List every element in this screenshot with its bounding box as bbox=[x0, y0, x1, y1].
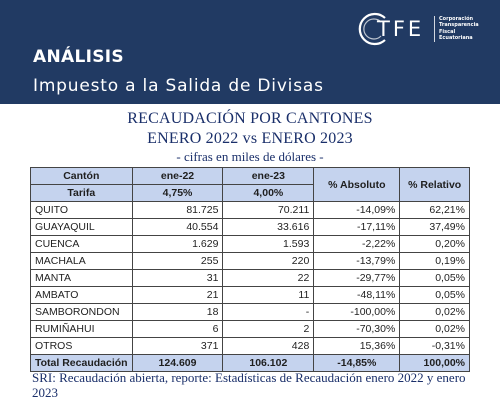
column-header-canton: Cantón bbox=[30, 167, 133, 185]
table-row: MANTA 31 22 -29,77% 0,05% bbox=[30, 269, 470, 287]
relativo-cell: 0,05% bbox=[399, 269, 470, 287]
logo-ring-icon bbox=[358, 12, 386, 46]
page-title: Impuesto a la Salida de Divisas bbox=[33, 76, 324, 96]
table-row: QUITO 81.725 70.211 -14,09% 62,21% bbox=[30, 201, 470, 219]
canton-cell: RUMIÑAHUI bbox=[30, 320, 133, 338]
ene22-cell: 371 bbox=[131, 337, 224, 355]
absoluto-cell: -2,22% bbox=[313, 235, 401, 253]
canton-cell: QUITO bbox=[30, 201, 133, 219]
ene23-cell: 70.211 bbox=[222, 201, 315, 219]
table-title-block: RECAUDACIÓN POR CANTONES ENERO 2022 vs E… bbox=[0, 109, 500, 164]
absoluto-cell: -17,11% bbox=[313, 218, 401, 236]
canton-cell: MACHALA bbox=[30, 252, 133, 270]
table-row: OTROS 371 428 15,36% -0,31% bbox=[30, 337, 470, 355]
table-row: MACHALA 255 220 -13,79% 0,19% bbox=[30, 252, 470, 270]
ene23-cell: 220 bbox=[222, 252, 315, 270]
logo-caption: Corporación Transparencia Fiscal Ecuator… bbox=[439, 16, 497, 42]
table-row: SAMBORONDON 18- -100,00% 0,02% bbox=[30, 303, 470, 321]
ene22-cell: 21 bbox=[131, 286, 224, 304]
table-body: QUITO 81.725 70.211 -14,09% 62,21% GUAYAQUIL 4… bbox=[30, 201, 470, 355]
absoluto-cell: -13,79% bbox=[313, 252, 401, 270]
relativo-cell: 62,21% bbox=[399, 201, 470, 219]
ene22-cell: 1.629 bbox=[131, 235, 224, 253]
source-note: SRI: Recaudación abierta, reporte: Estad… bbox=[32, 370, 466, 400]
logo: TFE Corporación Transparencia Fiscal Ecu… bbox=[355, 10, 495, 48]
ene23-cell: 428 bbox=[222, 337, 315, 355]
absoluto-cell: -29,77% bbox=[313, 269, 401, 287]
table-tarifa-row: Tarifa 4,75% 4,00% bbox=[30, 184, 470, 202]
absoluto-cell: -100,00% bbox=[313, 303, 401, 321]
tarifa-ene23: 4,00% bbox=[222, 184, 315, 202]
relativo-cell: 0,02% bbox=[399, 320, 470, 338]
ene23-cell: 2 bbox=[222, 320, 315, 338]
total-relativo: 100,00% bbox=[399, 354, 470, 372]
canton-cell: OTROS bbox=[30, 337, 133, 355]
relativo-cell: 0,19% bbox=[399, 252, 470, 270]
recaudacion-table: Cantón ene-22 ene-23 % Absoluto % Relati… bbox=[30, 167, 470, 372]
logo-divider bbox=[434, 16, 435, 42]
table-total-row: Total Recaudación 124.609 106.102 -14,85… bbox=[30, 354, 470, 372]
total-label: Total Recaudación bbox=[30, 354, 133, 372]
canton-cell: SAMBORONDON bbox=[30, 303, 133, 321]
column-header-absoluto: % Absoluto bbox=[313, 167, 401, 202]
ene23-cell: 22 bbox=[222, 269, 315, 287]
table-row: RUMIÑAHUI 6 2 -70,30% 0,02% bbox=[30, 320, 470, 338]
column-header-ene22: ene-22 bbox=[131, 167, 224, 185]
relativo-cell: -0,31% bbox=[399, 337, 470, 355]
header-banner: ANÁLISIS Impuesto a la Salida de Divisas… bbox=[0, 0, 500, 104]
ene22-cell: 18 bbox=[131, 303, 224, 321]
total-ene22: 124.609 bbox=[131, 354, 224, 372]
ene23-cell: - bbox=[222, 303, 315, 321]
table-row: AMBATO 21 11 -48,11% 0,05% bbox=[30, 286, 470, 304]
logo-caption-line: Transparencia bbox=[439, 22, 479, 29]
absoluto-cell: -14,09% bbox=[313, 201, 401, 219]
ene22-cell: 6 bbox=[131, 320, 224, 338]
absoluto-cell: -48,11% bbox=[313, 286, 401, 304]
section-label: ANÁLISIS bbox=[33, 47, 124, 67]
absoluto-cell: -70,30% bbox=[313, 320, 401, 338]
table-row: GUAYAQUIL 40.554 33.616 -17,11% 37,49% bbox=[30, 218, 470, 236]
canton-cell: CUENCA bbox=[30, 235, 133, 253]
ene22-cell: 31 bbox=[131, 269, 224, 287]
column-header-relativo: % Relativo bbox=[399, 167, 470, 202]
absoluto-cell: 15,36% bbox=[313, 337, 401, 355]
relativo-cell: 37,49% bbox=[399, 218, 470, 236]
tarifa-ene22: 4,75% bbox=[131, 184, 224, 202]
ene23-cell: 1.593 bbox=[222, 235, 315, 253]
relativo-cell: 0,02% bbox=[399, 303, 470, 321]
table-title: RECAUDACIÓN POR CANTONES bbox=[127, 110, 373, 127]
ene22-cell: 81.725 bbox=[131, 201, 224, 219]
ene22-cell: 255 bbox=[131, 252, 224, 270]
table-header-row: Cantón ene-22 ene-23 % Absoluto % Relati… bbox=[30, 167, 470, 202]
logo-letters: TFE bbox=[377, 17, 425, 41]
relativo-cell: 0,05% bbox=[399, 286, 470, 304]
ene23-cell: 33.616 bbox=[222, 218, 315, 236]
ene23-cell: 11 bbox=[222, 286, 315, 304]
total-absoluto: -14,85% bbox=[313, 354, 401, 372]
table-row: CUENCA 1.629 1.593 -2,22% 0,20% bbox=[30, 235, 470, 253]
tarifa-label: Tarifa bbox=[30, 184, 133, 202]
ene22-cell: 40.554 bbox=[131, 218, 224, 236]
table-period: ENERO 2022 vs ENERO 2023 bbox=[147, 130, 353, 147]
logo-caption-line: Corporación bbox=[439, 16, 474, 22]
column-header-ene23: ene-23 bbox=[222, 167, 315, 185]
total-ene23: 106.102 bbox=[222, 354, 315, 372]
logo-caption-line: Fiscal bbox=[439, 28, 456, 35]
canton-cell: MANTA bbox=[30, 269, 133, 287]
canton-cell: GUAYAQUIL bbox=[30, 218, 133, 236]
canton-cell: AMBATO bbox=[30, 286, 133, 304]
logo-caption-line: Ecuatoriana bbox=[439, 35, 473, 42]
table-subtitle: - cifras en miles de dólares - bbox=[176, 149, 324, 164]
relativo-cell: 0,20% bbox=[399, 235, 470, 253]
